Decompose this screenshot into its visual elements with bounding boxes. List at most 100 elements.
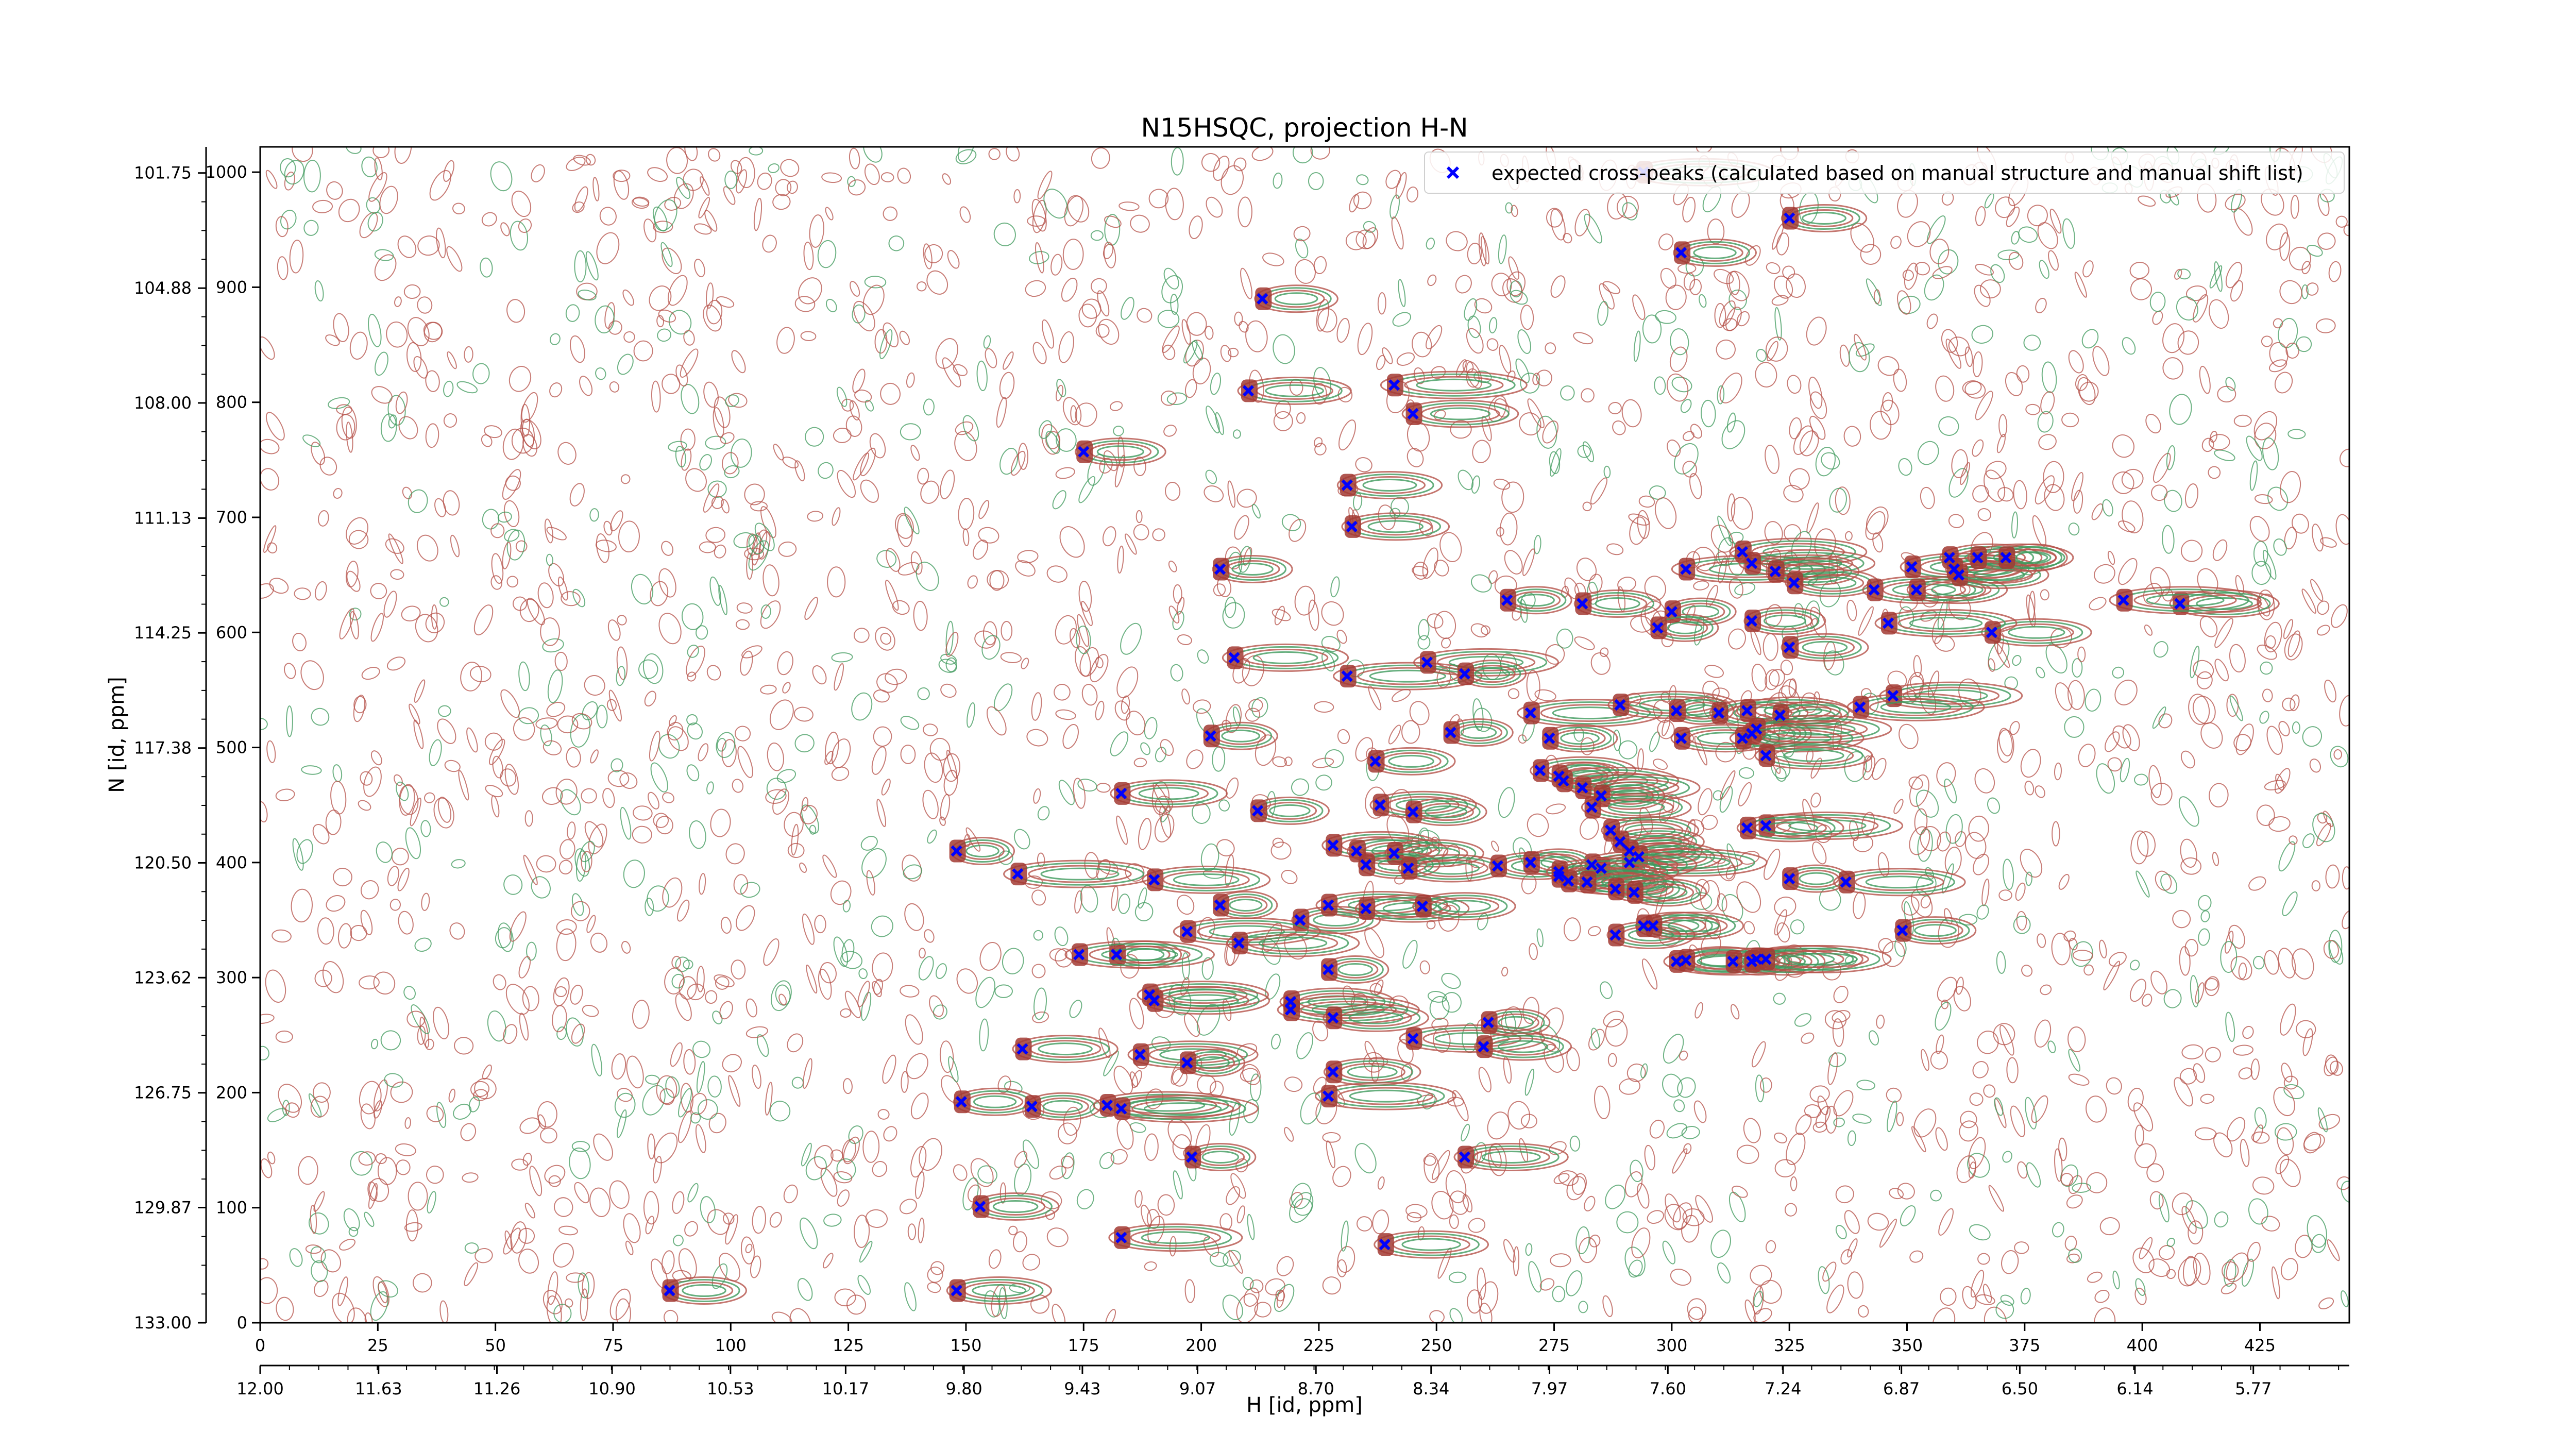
noise-contour	[906, 372, 915, 388]
noise-contour	[2316, 625, 2330, 636]
noise-contour	[333, 488, 343, 499]
noise-contour	[2310, 579, 2324, 601]
noise-contour	[746, 552, 753, 580]
noise-contour	[2163, 989, 2182, 1008]
x-index-axis: 0 25 50 75 100 125 150 175 200 225 250 275 300 325 350…	[255, 1323, 2276, 1355]
noise-contour	[623, 331, 635, 343]
noise-contour	[728, 393, 748, 408]
x-ppm-tick-label: 12.00	[236, 1379, 284, 1399]
noise-contour	[804, 597, 818, 620]
noise-contour	[2136, 870, 2150, 898]
noise-contour	[793, 706, 814, 722]
noise-contour	[1974, 768, 1995, 794]
noise-contour	[2214, 618, 2233, 648]
noise-contour	[999, 372, 1015, 399]
noise-contour	[1533, 535, 1541, 554]
noise-contour	[452, 203, 465, 215]
noise-contour	[1508, 256, 1519, 280]
noise-contour	[1113, 426, 1124, 436]
noise-contour	[360, 909, 373, 935]
noise-contour	[1882, 392, 1893, 412]
noise-contour	[883, 206, 898, 221]
noise-contour	[370, 613, 384, 642]
noise-contour	[1103, 450, 1118, 471]
noise-contour	[2220, 941, 2238, 973]
noise-contour	[2130, 830, 2149, 865]
noise-contour	[267, 1151, 276, 1165]
noise-contour	[1953, 986, 1971, 1012]
noise-contour	[2162, 323, 2185, 353]
noise-contour	[700, 1196, 716, 1223]
noise-contour	[303, 220, 319, 236]
noise-contour	[1336, 629, 1347, 644]
noise-contour	[687, 983, 705, 1001]
noise-contour	[2328, 261, 2342, 282]
noise-contour	[658, 613, 682, 645]
noise-contour	[642, 653, 664, 684]
noise-contour	[708, 1113, 726, 1134]
noise-contour	[1728, 1191, 1746, 1222]
noise-contour	[2162, 357, 2183, 380]
noise-contour	[1948, 514, 1964, 528]
noise-contour	[1916, 789, 1939, 818]
noise-contour	[1013, 829, 1030, 850]
x-index-tick-label: 400	[2127, 1336, 2158, 1355]
noise-contour	[918, 1217, 925, 1243]
noise-contour	[632, 1000, 650, 1029]
noise-contour	[1968, 1137, 1986, 1169]
noise-contour	[1737, 311, 1750, 327]
noise-contour	[996, 397, 1007, 428]
noise-contour	[2153, 641, 2168, 658]
noise-contour	[2262, 688, 2273, 702]
noise-contour	[546, 702, 566, 717]
noise-contour	[681, 603, 704, 630]
noise-contour	[1474, 298, 1493, 314]
noise-contour	[1783, 484, 1804, 503]
noise-contour	[289, 240, 304, 274]
noise-contour	[506, 529, 526, 561]
noise-contour	[2209, 783, 2229, 807]
noise-contour	[800, 805, 818, 824]
noise-contour	[1996, 729, 2014, 763]
noise-contour	[2066, 1194, 2083, 1209]
noise-contour	[2193, 660, 2214, 679]
noise-contour	[1037, 806, 1050, 821]
noise-contour	[2179, 1068, 2197, 1085]
noise-contour	[917, 687, 930, 700]
noise-contour	[741, 645, 762, 659]
noise-contour	[834, 663, 844, 691]
noise-contour	[910, 1092, 929, 1120]
noise-contour	[2228, 924, 2245, 949]
noise-contour	[2016, 911, 2027, 931]
noise-contour	[1917, 829, 1933, 862]
noise-contour	[571, 713, 592, 730]
noise-contour	[2177, 330, 2199, 355]
x-index-tick-label: 225	[1303, 1336, 1334, 1355]
noise-contour	[1566, 1270, 1583, 1296]
noise-contour	[1181, 319, 1191, 345]
noise-contour	[410, 797, 421, 827]
noise-contour	[531, 876, 551, 899]
noise-contour	[2164, 490, 2182, 512]
noise-contour	[1481, 625, 1491, 635]
noise-contour	[370, 583, 387, 599]
noise-contour	[904, 1282, 917, 1311]
noise-contour	[509, 911, 527, 942]
noise-contour	[2266, 726, 2283, 755]
noise-contour	[2068, 1248, 2082, 1263]
noise-contour	[945, 632, 959, 657]
noise-contour	[2317, 812, 2328, 824]
noise-contour	[1941, 999, 1949, 1009]
noise-contour	[1536, 369, 1552, 386]
noise-contour	[1612, 420, 1626, 435]
noise-contour	[1637, 1183, 1650, 1209]
noise-contour	[871, 915, 893, 937]
noise-contour	[368, 172, 387, 202]
noise-contour	[386, 321, 408, 348]
noise-contour	[518, 707, 539, 724]
y-ppm-tick-label: 120.50	[134, 853, 192, 872]
noise-contour	[2025, 871, 2032, 886]
noise-contour	[493, 974, 506, 990]
noise-contour	[1944, 778, 1957, 804]
noise-contour	[1622, 202, 1638, 221]
